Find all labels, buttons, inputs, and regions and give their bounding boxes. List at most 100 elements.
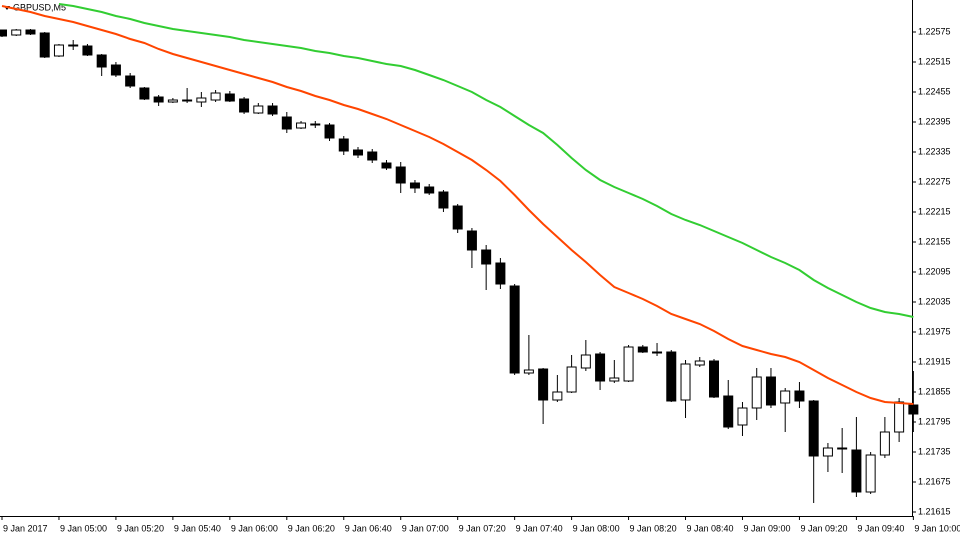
candle-body (239, 98, 250, 113)
y-tick-label: 1.22035 (918, 296, 951, 306)
candle-body (851, 449, 862, 493)
candle-body (182, 99, 193, 102)
candle-body (39, 32, 50, 58)
candle-body (808, 400, 819, 457)
candle-body (11, 29, 22, 36)
candle-body (623, 346, 634, 382)
candle-body (53, 44, 64, 57)
candle-body (894, 401, 905, 433)
candle-body (452, 205, 463, 230)
candle-body (0, 29, 7, 37)
y-tick-label: 1.22395 (918, 116, 951, 126)
x-tick-label: 9 Jan 05:20 (117, 523, 164, 533)
x-tick-label: 9 Jan 07:20 (459, 523, 506, 533)
candle-body (310, 123, 321, 126)
candle-body (338, 138, 349, 152)
candle-body (381, 162, 392, 169)
candle-body (25, 29, 36, 35)
y-tick-label: 1.22515 (918, 56, 951, 66)
x-tick-label: 9 Jan 07:00 (402, 523, 449, 533)
candle-body (552, 391, 563, 401)
candle-body (879, 431, 890, 456)
candle-body (609, 377, 620, 382)
candle-body (110, 64, 121, 76)
y-tick-label: 1.21675 (918, 476, 951, 486)
y-tick-label: 1.22335 (918, 146, 951, 156)
candle-body (466, 230, 477, 251)
candle-body (395, 166, 406, 184)
candle-body (125, 75, 136, 87)
x-tick-label: 9 Jan 2017 (3, 523, 48, 533)
moving-average-line (1, 5, 914, 405)
candle-body (865, 454, 876, 493)
candle-body (908, 404, 919, 415)
x-tick-label: 9 Jan 09:00 (743, 523, 790, 533)
x-tick-label: 9 Jan 05:40 (174, 523, 221, 533)
x-tick-label: 9 Jan 06:00 (231, 523, 278, 533)
candle-body (538, 368, 549, 401)
candle-body (595, 353, 606, 382)
x-tick-label: 9 Jan 08:20 (630, 523, 677, 533)
candle-body (139, 87, 150, 100)
candle-body (210, 92, 221, 101)
candle-body (481, 249, 492, 265)
candle-body (694, 360, 705, 366)
candle-body (424, 186, 435, 194)
candle-body (780, 390, 791, 404)
candle-body (153, 96, 164, 103)
y-tick-label: 1.22275 (918, 176, 951, 186)
y-tick-label: 1.22575 (918, 26, 951, 36)
candle-body (737, 407, 748, 426)
candle-body (794, 390, 805, 402)
candle-body (438, 191, 449, 209)
y-tick-label: 1.21915 (918, 356, 951, 366)
candle-body (267, 105, 278, 115)
candle-body (765, 376, 776, 406)
candle-body (822, 447, 833, 457)
candle-body (509, 285, 520, 374)
candle-body (723, 395, 734, 428)
candle-body (751, 376, 762, 409)
y-tick-label: 1.22215 (918, 206, 951, 216)
candle-body (353, 149, 363, 156)
candle-body (523, 369, 534, 374)
x-tick-label: 9 Jan 09:20 (800, 523, 847, 533)
candle-body (652, 351, 663, 354)
candle-body (324, 124, 335, 139)
chart-title: GBPUSD,M5 (13, 2, 66, 12)
candle-body (167, 99, 178, 103)
candle-body (296, 122, 307, 129)
candle-body (253, 105, 264, 114)
x-tick-label: 9 Jan 09:40 (857, 523, 904, 533)
candle-body (196, 97, 207, 103)
candle-body (96, 54, 107, 68)
candle-body (68, 44, 79, 47)
candle-body (566, 366, 577, 393)
x-tick-label: 9 Jan 10:00 (914, 523, 960, 533)
y-tick-label: 1.21795 (918, 416, 951, 426)
y-tick-label: 1.21735 (918, 446, 951, 456)
x-tick-label: 9 Jan 05:00 (60, 523, 107, 533)
candle-body (367, 151, 378, 161)
candle-body (495, 262, 506, 285)
y-tick-label: 1.22155 (918, 236, 951, 246)
candle-body (709, 360, 719, 398)
x-tick-label: 9 Jan 06:40 (345, 523, 392, 533)
y-tick-label: 1.22455 (918, 86, 951, 96)
x-tick-label: 9 Jan 08:00 (573, 523, 620, 533)
candle-body (580, 354, 591, 369)
candle-body (82, 45, 93, 56)
x-tick-label: 9 Jan 07:40 (516, 523, 563, 533)
y-tick-label: 1.21855 (918, 386, 951, 396)
moving-average-line (58, 3, 914, 318)
candle-body (409, 182, 420, 189)
y-tick-label: 1.21615 (918, 506, 951, 516)
candle-body (637, 346, 648, 353)
x-tick-label: 9 Jan 06:20 (288, 523, 335, 533)
candle-body (281, 116, 292, 130)
x-tick-label: 9 Jan 08:40 (687, 523, 734, 533)
candle-body (224, 93, 235, 102)
candle-body (666, 351, 677, 402)
